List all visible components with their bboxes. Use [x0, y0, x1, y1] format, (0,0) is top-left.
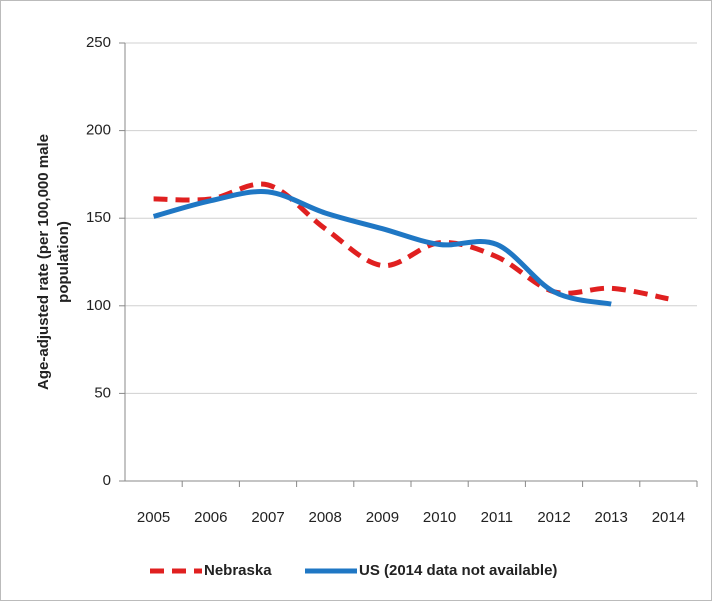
x-tick-label: 2013 — [595, 509, 628, 526]
y-axis-label: Age-adjusted rate (per 100,000 male — [35, 134, 52, 390]
x-tick-label: 2009 — [366, 509, 399, 526]
x-tick-label: 2007 — [251, 509, 284, 526]
y-tick-label: 0 — [103, 472, 111, 489]
y-tick-label: 50 — [94, 384, 111, 401]
x-tick-label: 2006 — [194, 509, 227, 526]
series-line — [153, 181, 669, 302]
legend-label: US (2014 data not available) — [359, 562, 557, 579]
y-tick-label: 150 — [86, 209, 111, 226]
x-tick-label: 2014 — [652, 509, 685, 526]
x-tick-label: 2005 — [137, 509, 170, 526]
y-tick-label: 200 — [86, 122, 111, 139]
y-axis-label: population) — [55, 221, 72, 303]
x-tick-label: 2012 — [537, 509, 570, 526]
x-tick-label: 2008 — [309, 509, 342, 526]
x-tick-label: 2010 — [423, 509, 456, 526]
x-tick-label: 2011 — [481, 509, 513, 526]
y-tick-label: 100 — [86, 297, 111, 314]
series-line — [152, 189, 612, 307]
y-tick-label: 250 — [86, 34, 111, 51]
legend-label: Nebraska — [204, 562, 272, 579]
